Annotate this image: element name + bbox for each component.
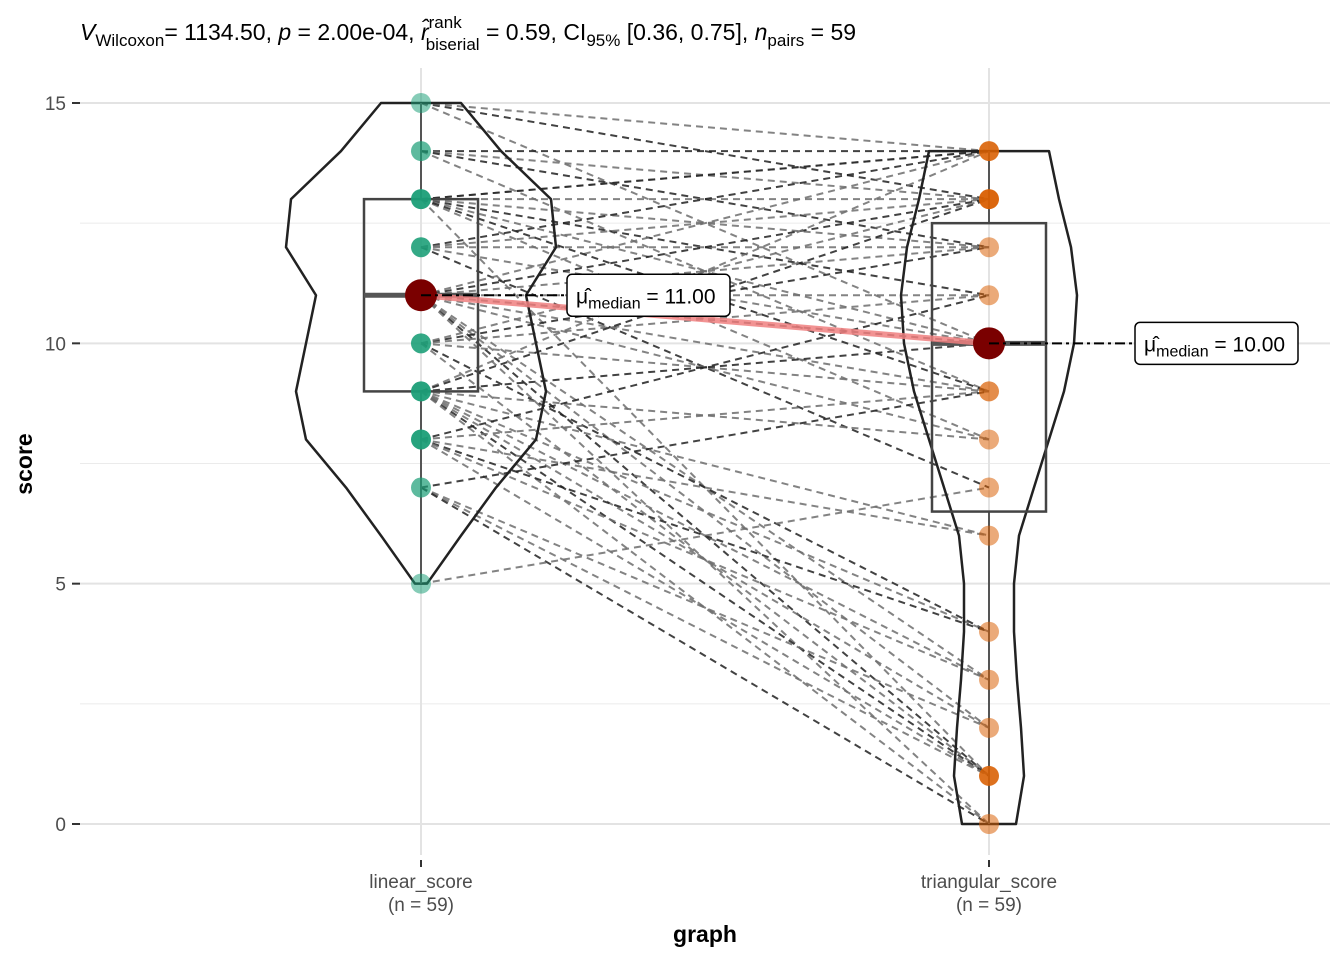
subtitle-stat-sub: Wilcoxon: [95, 31, 164, 50]
y-tick-label: 15: [45, 94, 66, 115]
pair-line: [420, 390, 990, 825]
subtitle-ci-sub: 95%: [586, 31, 620, 50]
data-point: [979, 669, 999, 690]
data-point: [411, 237, 431, 258]
y-tick-label: 5: [55, 575, 66, 596]
subtitle-n-value: = 59: [804, 19, 856, 45]
median-label-box: [566, 273, 731, 318]
grid-lines: [80, 68, 1330, 855]
data-point: [411, 429, 431, 450]
y-tick-label: 0: [55, 815, 66, 836]
pair-line: [420, 198, 990, 393]
median-labels: μ̂median = 11.00 μ̂median = 10.00: [421, 273, 1299, 366]
pair-line: [420, 438, 990, 777]
subtitle-r-value: = 0.59, CI: [480, 19, 587, 45]
chart-subtitle: VWilcoxon= 1134.50, p = 2.00e-04, r̂rank…: [80, 13, 856, 54]
data-point: [979, 237, 999, 258]
pair-line: [420, 390, 990, 489]
pair-line: [420, 150, 990, 393]
x-tick-n-label: (n = 59): [956, 895, 1022, 916]
data-point: [979, 477, 999, 498]
subtitle-p-value: = 2.00e-04,: [291, 19, 421, 45]
data-point: [411, 573, 431, 594]
data-point: [979, 381, 999, 402]
subtitle-n-symbol: n: [755, 19, 768, 45]
data-point: [411, 141, 431, 162]
violin-triangular_score: [899, 149, 1079, 826]
data-point: [979, 189, 999, 210]
pair-line: [420, 294, 990, 729]
paired-lines: [420, 102, 990, 825]
violin-linear_score: [284, 101, 558, 585]
subtitle-stat-symbol: V: [80, 19, 98, 45]
box-triangular_score: [930, 221, 1048, 513]
pair-line: [420, 102, 990, 345]
x-tick-label: linear_score: [369, 872, 473, 893]
subtitle-p-symbol: p: [277, 19, 291, 45]
pair-line: [420, 438, 990, 537]
pair-line: [420, 246, 990, 489]
pair-line: [420, 102, 990, 201]
data-point: [979, 141, 999, 162]
pair-line: [420, 486, 990, 777]
pair-line: [420, 198, 990, 441]
pair-line: [420, 198, 990, 297]
subtitle-n-sub: pairs: [767, 31, 804, 50]
data-point: [979, 621, 999, 642]
data-point: [979, 765, 999, 786]
data-point: [979, 429, 999, 450]
data-point: [979, 525, 999, 546]
pair-line: [420, 486, 990, 825]
subtitle-r-symbol: r̂: [421, 18, 430, 45]
x-axis-title: graph: [673, 921, 737, 947]
data-point: [411, 333, 431, 354]
pair-line: [420, 438, 990, 681]
median-label-linear_score: μ̂median = 11.00: [576, 285, 716, 312]
data-point: [979, 814, 999, 834]
violins: [284, 101, 1079, 826]
data-point: [411, 189, 431, 210]
pair-line: [420, 294, 990, 393]
pair-line: [420, 390, 990, 729]
subtitle-stat-value: = 1134.50,: [164, 19, 278, 45]
median-label-box: [1134, 321, 1299, 366]
pair-line: [420, 102, 990, 153]
x-tick-n-label: (n = 59): [388, 895, 454, 916]
y-axis-title: score: [11, 433, 37, 494]
pair-line: [420, 198, 990, 393]
median-label-triangular_score: μ̂median = 10.00: [1144, 333, 1285, 360]
data-point: [411, 477, 431, 498]
subtitle-r-sup: rank: [429, 13, 463, 32]
data-point: [979, 285, 999, 306]
pair-line: [420, 150, 990, 393]
pair-line: [420, 150, 990, 297]
pair-line: [420, 294, 990, 441]
subtitle-ci-value: [0.36, 0.75],: [620, 19, 754, 45]
data-point: [411, 381, 431, 402]
pair-line: [420, 342, 990, 777]
y-tick-label: 10: [45, 334, 66, 355]
data-point: [411, 93, 431, 113]
x-tick-label: triangular_score: [921, 872, 1057, 893]
pair-line: [420, 486, 990, 729]
data-point: [979, 717, 999, 738]
pair-line: [420, 486, 990, 585]
median-connector: [420, 292, 990, 347]
subtitle-r-sub: biserial: [426, 35, 480, 54]
data-points: [411, 93, 999, 834]
pair-line: [420, 390, 990, 633]
pair-line: [420, 198, 990, 777]
pair-line: [420, 198, 990, 345]
